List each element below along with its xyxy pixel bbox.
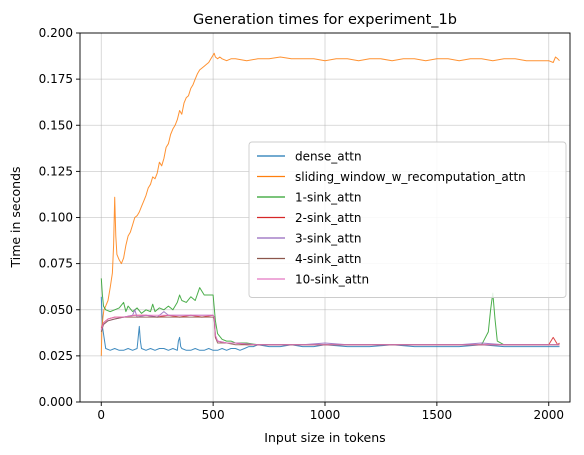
series-line-dense_attn: [100, 296, 560, 351]
legend-label: 10-sink_attn: [295, 273, 369, 287]
axis-ticks: 0 500 1000 1500 2000 0.000 0.025 0.050 0.075 0.10…: [39, 26, 564, 422]
x-axis-label: Input size in tokens: [264, 430, 385, 445]
legend-label: dense_attn: [295, 150, 362, 164]
legend-label: sliding_window_w_recomputation_attn: [295, 170, 526, 184]
legend-label: 4-sink_attn: [295, 252, 361, 266]
legend-label: 2-sink_attn: [295, 211, 361, 225]
x-tick-label: 500: [202, 408, 225, 422]
x-tick-label: 1500: [422, 408, 453, 422]
y-tick-label: 0.000: [39, 395, 73, 409]
x-tick-label: 1000: [310, 408, 341, 422]
y-tick-label: 0.175: [39, 72, 73, 86]
y-tick-label: 0.050: [39, 303, 73, 317]
y-tick-label: 0.150: [39, 118, 73, 132]
series-line-sliding_window_w_recomputation_attn: [100, 52, 560, 356]
x-tick-label: 2000: [533, 408, 564, 422]
y-axis-label: Time in seconds: [8, 166, 23, 268]
legend-label: 1-sink_attn: [295, 191, 361, 205]
legend-box: [248, 141, 567, 298]
series-line-10-sink_attn: [100, 314, 560, 346]
y-tick-label: 0.125: [39, 164, 73, 178]
legend: dense_attn sliding_window_w_recomputation…: [248, 141, 567, 298]
series-group: [100, 52, 560, 356]
x-tick-label: 0: [97, 408, 105, 422]
y-tick-label: 0.025: [39, 349, 73, 363]
legend-label: 3-sink_attn: [295, 232, 361, 246]
y-tick-label: 0.200: [39, 26, 73, 40]
y-tick-label: 0.100: [39, 211, 73, 225]
y-tick-label: 0.075: [39, 257, 73, 271]
chart-title: Generation times for experiment_1b: [193, 12, 457, 28]
